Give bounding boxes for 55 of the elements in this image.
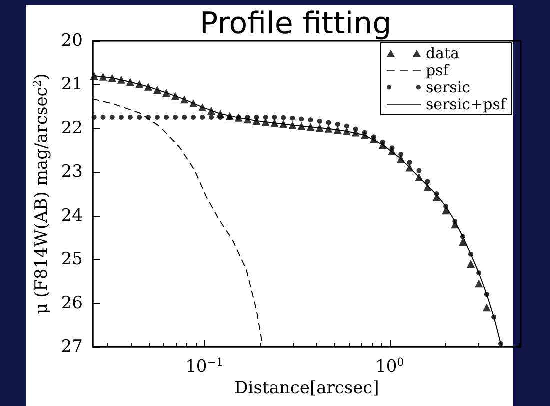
legend-label: sersic [426, 78, 471, 96]
point [90, 72, 98, 80]
chart-title: Profile fitting [200, 6, 392, 42]
point [92, 115, 97, 120]
point [458, 238, 467, 246]
point [209, 115, 214, 120]
point [182, 115, 188, 120]
point [308, 118, 314, 123]
point [290, 116, 296, 121]
y-tick-label: 21 [61, 74, 83, 95]
point [164, 115, 169, 120]
point [191, 115, 196, 120]
y-tick-label: 26 [61, 293, 83, 314]
point [136, 80, 144, 88]
point [362, 130, 368, 136]
point [200, 115, 206, 120]
point [380, 140, 386, 145]
y-tick-label: 24 [61, 206, 83, 226]
point [326, 120, 332, 126]
point [407, 160, 412, 166]
point [342, 127, 351, 136]
point [254, 115, 260, 120]
y-tick-label: 22 [61, 118, 83, 138]
y-tick-label: 23 [61, 162, 83, 182]
point [398, 152, 404, 158]
point [154, 115, 160, 120]
point [335, 122, 340, 127]
legend-label: data [426, 44, 460, 62]
point [353, 126, 358, 132]
point [317, 118, 322, 124]
y-axis-title: μ (F814W(AB) mag/arcsec2) [31, 74, 52, 314]
point [173, 115, 178, 120]
point [218, 115, 224, 120]
y-tick-label: 20 [61, 31, 83, 51]
point [281, 115, 286, 120]
point [272, 115, 278, 120]
point [416, 168, 422, 174]
point [110, 115, 115, 120]
point [316, 124, 324, 132]
point [344, 124, 350, 129]
point [390, 146, 395, 151]
point [128, 115, 133, 120]
legend-label: sersic+psf [426, 96, 508, 114]
point [425, 179, 430, 184]
point [118, 115, 124, 120]
point [371, 134, 376, 140]
legend-label: psf [426, 62, 450, 80]
x-axis-title: Distance[arcsec] [234, 378, 380, 399]
point [198, 103, 207, 112]
point [263, 115, 268, 120]
y-tick-label: 25 [61, 250, 83, 270]
point [137, 115, 142, 120]
point [299, 116, 304, 122]
y-tick-label: 27 [61, 337, 83, 357]
point [100, 115, 106, 120]
